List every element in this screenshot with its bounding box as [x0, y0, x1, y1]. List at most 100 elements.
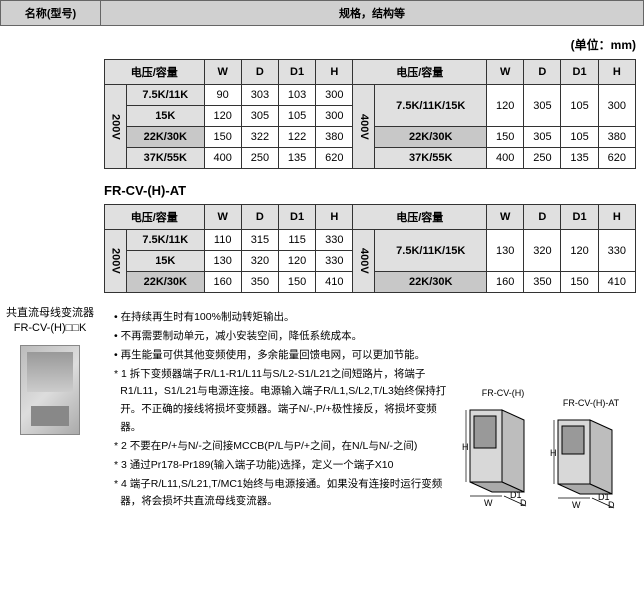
cell: 22K/30K — [375, 272, 487, 293]
notes-list: • 在持续再生时有100%制动转矩输出。 • 不再需要制动单元，减小安装空间，降… — [114, 309, 456, 512]
cell: 400 — [487, 148, 524, 169]
cell: 130 — [204, 251, 241, 272]
cell: 300 — [316, 85, 353, 106]
cell: 400 — [204, 148, 241, 169]
note-item: * 3 通过Pr178-Pr189(输入端子功能)选择，定义一个端子X10 — [114, 457, 456, 475]
th: D — [241, 205, 278, 230]
note-item: • 不再需要制动单元，减小安装空间，降低系统成本。 — [114, 328, 456, 346]
cell: 350 — [524, 272, 561, 293]
th: W — [487, 205, 524, 230]
cell: 150 — [204, 127, 241, 148]
cell: 105 — [561, 127, 598, 148]
cell: 22K/30K — [127, 127, 205, 148]
diagrams: FR-CV-(H) H W D D1 — [456, 309, 636, 512]
dim-w: W — [572, 500, 581, 510]
cell: 150 — [487, 127, 524, 148]
cell: 135 — [561, 148, 598, 169]
th: D1 — [278, 205, 315, 230]
th: 电压/容量 — [353, 60, 487, 85]
cell: 7.5K/11K — [127, 85, 205, 106]
table-row: 200V 7.5K/11K 110 315 115 330 400V 7.5K/… — [105, 230, 636, 251]
th: H — [316, 205, 353, 230]
cell: 380 — [598, 127, 635, 148]
spec-table-1: 电压/容量 W D D1 H 电压/容量 W D D1 H 200V 7.5K/… — [104, 59, 636, 169]
sidebar-label-1: 共直流母线变流器 — [0, 306, 100, 321]
content: (单位：mm) 电压/容量 W D D1 H 电压/容量 W D D1 H 20… — [100, 26, 644, 522]
diagram-right-label: FR-CV-(H)-AT — [550, 398, 632, 408]
diagram-right: FR-CV-(H)-AT H W D D1 — [550, 398, 632, 512]
th: W — [204, 205, 241, 230]
cell: 22K/30K — [375, 127, 487, 148]
cell: 120 — [278, 251, 315, 272]
cell: 7.5K/11K/15K — [375, 85, 487, 127]
cell: 620 — [316, 148, 353, 169]
cell: 7.5K/11K — [127, 230, 205, 251]
diagram-right-svg: H W D D1 — [550, 412, 632, 512]
dim-h: H — [550, 448, 557, 458]
cell: 410 — [316, 272, 353, 293]
cell: 315 — [241, 230, 278, 251]
cell: 620 — [598, 148, 635, 169]
note-item: • 在持续再生时有100%制动转矩输出。 — [114, 309, 456, 327]
unit-label: (单位：mm) — [104, 36, 636, 53]
th: H — [316, 60, 353, 85]
diagram-left-label: FR-CV-(H) — [462, 388, 544, 398]
dim-h: H — [462, 442, 469, 452]
diagram-left-svg: H W D D1 — [462, 402, 544, 512]
cell: 305 — [241, 106, 278, 127]
th: D — [524, 60, 561, 85]
header-row: 名称(型号) 规格，结构等 — [0, 0, 644, 26]
cell: 120 — [204, 106, 241, 127]
spec-table-2: 电压/容量 W D D1 H 电压/容量 W D D1 H 200V 7.5K/… — [104, 204, 636, 293]
cell: 120 — [487, 85, 524, 127]
header-right: 规格，结构等 — [101, 1, 643, 25]
volt-right: 400V — [353, 230, 375, 293]
diagram-left: FR-CV-(H) H W D D1 — [462, 388, 544, 512]
cell: 135 — [278, 148, 315, 169]
cell: 15K — [127, 251, 205, 272]
th: H — [598, 60, 635, 85]
cell: 300 — [598, 85, 635, 127]
th: 电压/容量 — [105, 60, 205, 85]
th: D — [524, 205, 561, 230]
notes-block: • 在持续再生时有100%制动转矩输出。 • 不再需要制动单元，减小安装空间，降… — [114, 309, 636, 512]
cell: 103 — [278, 85, 315, 106]
cell: 250 — [241, 148, 278, 169]
table-header-row: 电压/容量 W D D1 H 电压/容量 W D D1 H — [105, 60, 636, 85]
th: W — [204, 60, 241, 85]
cell: 320 — [524, 230, 561, 272]
cell: 330 — [316, 230, 353, 251]
cell: 150 — [278, 272, 315, 293]
cell: 305 — [524, 127, 561, 148]
dim-d1: D1 — [598, 492, 610, 502]
th: D1 — [561, 60, 598, 85]
volt-left: 200V — [105, 230, 127, 293]
volt-right: 400V — [353, 85, 375, 169]
cell: 410 — [598, 272, 635, 293]
note-item: * 4 端子R/L11,S/L21,T/MC1始终与电源接通。如果没有连接时运行… — [114, 476, 456, 512]
cell: 15K — [127, 106, 205, 127]
th: W — [487, 60, 524, 85]
cell: 7.5K/11K/15K — [375, 230, 487, 272]
dim-d1: D1 — [510, 490, 522, 500]
cell: 160 — [204, 272, 241, 293]
cell: 160 — [487, 272, 524, 293]
cell: 305 — [524, 85, 561, 127]
cell: 105 — [278, 106, 315, 127]
cell: 130 — [487, 230, 524, 272]
cell: 250 — [524, 148, 561, 169]
th: 电压/容量 — [353, 205, 487, 230]
cell: 22K/30K — [127, 272, 205, 293]
note-item: • 再生能量可供其他变频使用，多余能量回馈电网，可以更加节能。 — [114, 347, 456, 365]
main: 共直流母线变流器 FR-CV-(H)□□K (单位：mm) 电压/容量 W D … — [0, 26, 644, 522]
cell: 122 — [278, 127, 315, 148]
header-left: 名称(型号) — [1, 1, 101, 25]
cell: 37K/55K — [375, 148, 487, 169]
cell: 90 — [204, 85, 241, 106]
table-row: 200V 7.5K/11K 90 303 103 300 400V 7.5K/1… — [105, 85, 636, 106]
sidebar: 共直流母线变流器 FR-CV-(H)□□K — [0, 26, 100, 522]
cell: 110 — [204, 230, 241, 251]
table2-title: FR-CV-(H)-AT — [104, 183, 636, 198]
cell: 330 — [316, 251, 353, 272]
cell: 300 — [316, 106, 353, 127]
